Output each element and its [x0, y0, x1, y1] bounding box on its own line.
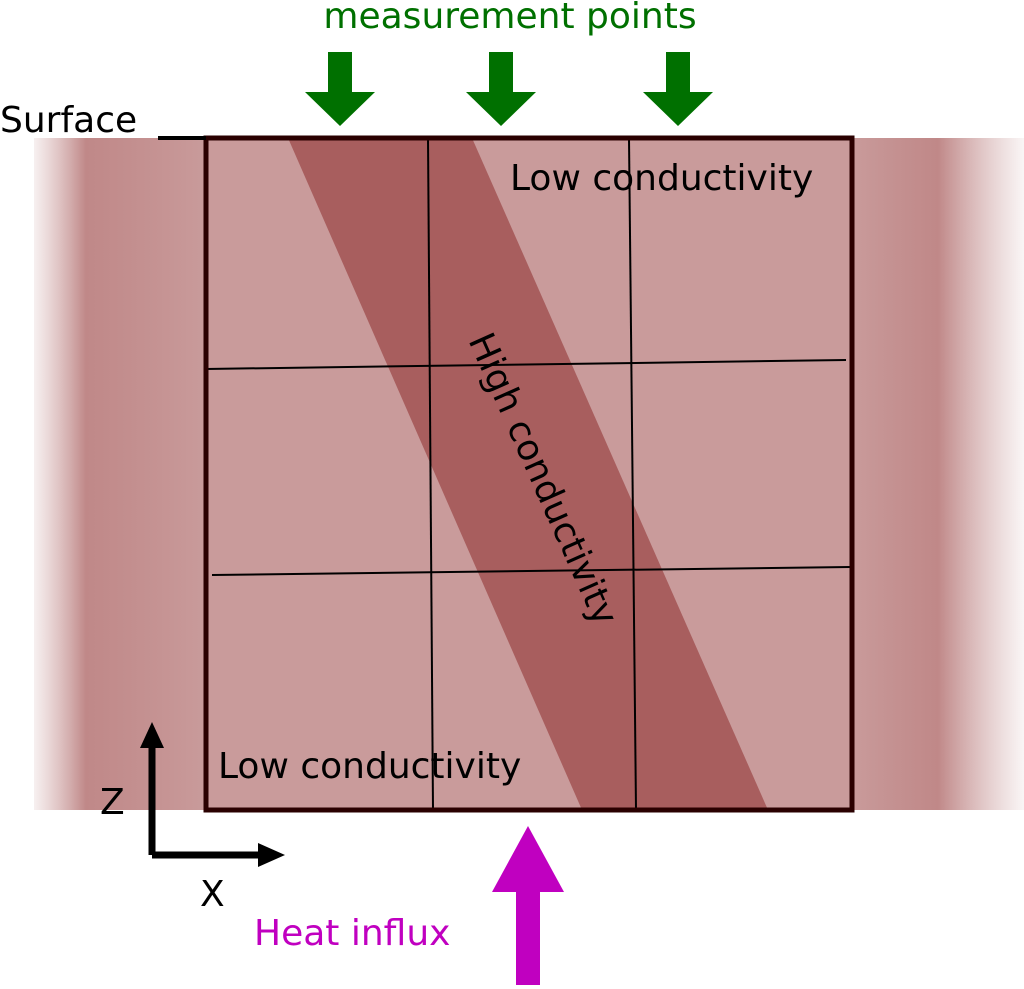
- x-arrow: [258, 843, 285, 867]
- axes: [148, 745, 262, 859]
- z-arrow: [140, 722, 164, 748]
- low-top-label: Low conductivity: [510, 158, 813, 199]
- domain-border: [203, 135, 855, 813]
- x-label: X: [200, 874, 225, 915]
- grid: [205, 137, 851, 811]
- measurement-arrows: [305, 52, 713, 126]
- left-fade: [34, 138, 206, 810]
- low-bottom-label: Low conductivity: [218, 746, 521, 787]
- right-fade: [852, 138, 1024, 810]
- measurement-label: measurement points: [323, 0, 696, 37]
- heat-arrow-head: [492, 826, 564, 892]
- heat-label: Heat influx: [254, 913, 450, 954]
- heat-arrow-shaft: [516, 890, 540, 985]
- high-band: [288, 138, 768, 810]
- z-label: Z: [100, 782, 125, 823]
- surface-label: Surface: [0, 100, 137, 141]
